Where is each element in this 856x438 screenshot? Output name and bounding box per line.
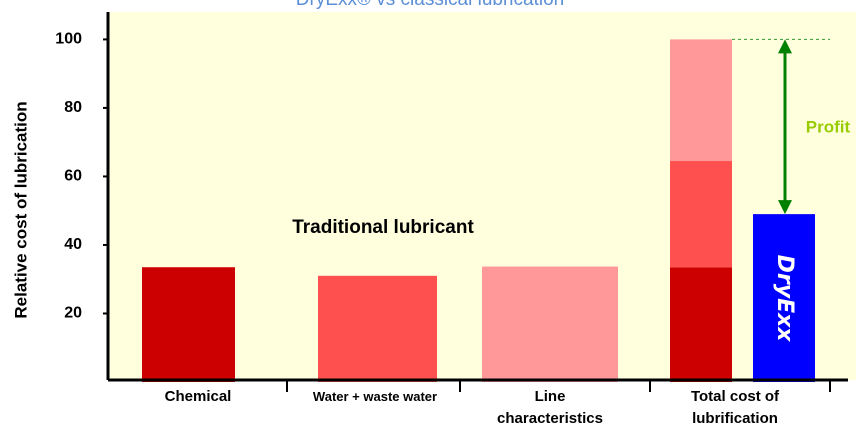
x-tick-label: Total cost of lubrification xyxy=(690,388,780,427)
arrow-head xyxy=(778,200,792,215)
y-tick-label: 20 xyxy=(64,305,82,322)
dryexx-logo: DryExx xyxy=(772,255,797,343)
chart-title: DryExx® vs classical lubrication xyxy=(296,0,564,10)
y-tick-label: 100 xyxy=(55,31,82,48)
x-tick-label: Chemical xyxy=(164,388,232,405)
stack-segment xyxy=(670,267,732,382)
x-tick-label: Line characteristics xyxy=(497,388,603,427)
bar xyxy=(142,267,235,382)
x-tick-label: Water + waste water xyxy=(312,389,438,404)
bar xyxy=(482,266,618,382)
y-axis-label: Relative cost of lubrication xyxy=(11,101,30,318)
y-tick-label: 60 xyxy=(64,168,82,185)
bar xyxy=(318,275,437,382)
dryexx-bar xyxy=(753,214,815,382)
y-tick-label: 80 xyxy=(64,99,82,116)
annotation: Traditional lubricant xyxy=(292,217,474,238)
profit-label: Profit xyxy=(806,117,851,136)
arrow-head xyxy=(778,39,792,54)
stack-segment xyxy=(670,39,732,162)
y-tick-label: 40 xyxy=(64,236,82,253)
stack-segment xyxy=(670,161,732,268)
